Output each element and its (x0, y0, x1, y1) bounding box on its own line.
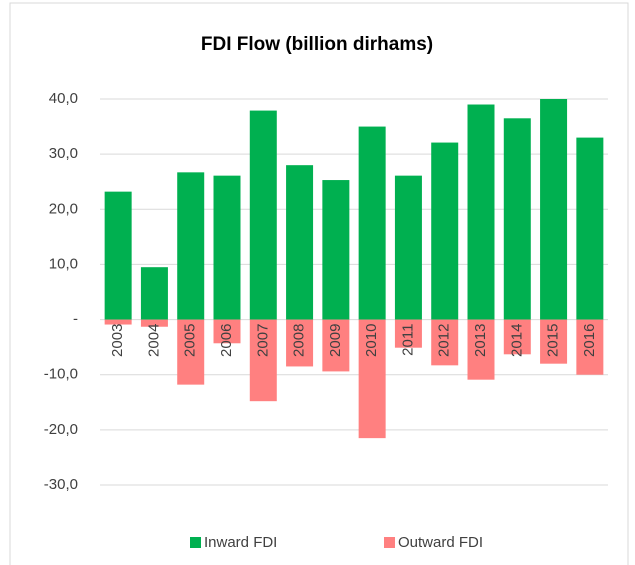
x-tick-label: 2009 (327, 324, 344, 357)
x-tick-label: 2006 (218, 324, 235, 357)
bar (286, 319, 314, 367)
bar (104, 319, 132, 325)
legend-swatch (384, 537, 395, 548)
y-tick-label: 20,0 (49, 200, 78, 217)
x-tick-label: 2008 (291, 324, 308, 357)
x-tick-label: 2016 (581, 324, 598, 357)
y-tick-label: 40,0 (49, 90, 78, 107)
chart-border (9, 2, 629, 565)
x-tick-label: 2003 (109, 324, 126, 357)
bar (431, 142, 459, 320)
y-tick-label: 30,0 (49, 145, 78, 162)
chart-title: FDI Flow (billion dirhams) (201, 34, 433, 55)
x-tick-label: 2010 (363, 324, 380, 357)
y-tick-label: -20,0 (44, 421, 78, 438)
x-tick-label: 2014 (508, 324, 525, 357)
bar (249, 319, 277, 402)
bar (467, 319, 495, 380)
bar (322, 180, 350, 320)
bar (394, 175, 422, 320)
bar (358, 319, 386, 439)
x-tick-label: 2012 (436, 324, 453, 357)
bar (576, 319, 604, 375)
legend-label: Inward FDI (204, 534, 277, 551)
bar (140, 267, 168, 320)
bar (322, 319, 350, 372)
bar (140, 319, 168, 327)
bar (213, 319, 241, 344)
bar (213, 175, 241, 320)
x-tick-label: 2013 (472, 324, 489, 357)
bar (286, 165, 314, 320)
x-tick-label: 2007 (254, 324, 271, 357)
bar (503, 118, 531, 320)
y-tick-label: 10,0 (49, 255, 78, 272)
bar (540, 99, 568, 320)
legend-swatch (190, 537, 201, 548)
x-tick-label: 2011 (399, 324, 416, 356)
bar (177, 172, 205, 320)
bar (576, 137, 604, 320)
bar (431, 319, 459, 366)
legend-label: Outward FDI (398, 534, 483, 551)
bar (503, 319, 531, 355)
bar (467, 104, 495, 320)
y-tick-label: -30,0 (44, 476, 78, 493)
bar (104, 191, 132, 320)
bar (394, 319, 422, 348)
y-tick-label: - (73, 311, 78, 328)
x-tick-label: 2015 (545, 324, 562, 357)
bar (177, 319, 205, 385)
x-tick-label: 2005 (182, 324, 199, 357)
bar (249, 110, 277, 320)
x-tick-label: 2004 (145, 324, 162, 357)
bar (540, 319, 568, 364)
y-tick-label: -10,0 (44, 366, 78, 383)
bar (358, 126, 386, 320)
